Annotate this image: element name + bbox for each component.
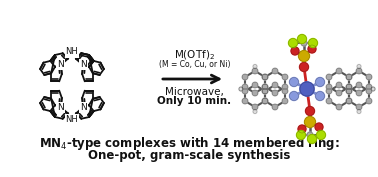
Circle shape (252, 68, 258, 74)
Circle shape (299, 50, 310, 61)
Circle shape (366, 98, 372, 104)
Circle shape (326, 98, 332, 104)
Circle shape (242, 88, 248, 94)
Text: N: N (57, 103, 64, 112)
Circle shape (290, 92, 299, 101)
Circle shape (326, 84, 332, 90)
Circle shape (346, 84, 352, 90)
Circle shape (305, 107, 314, 116)
Circle shape (308, 39, 318, 47)
Text: Microwave,: Microwave, (165, 87, 224, 97)
Circle shape (298, 125, 306, 133)
Circle shape (316, 78, 324, 87)
Text: N: N (80, 103, 87, 112)
Circle shape (307, 132, 313, 138)
Circle shape (299, 62, 308, 72)
Text: N: N (80, 60, 87, 69)
Circle shape (366, 88, 372, 94)
Circle shape (272, 104, 278, 110)
Text: One-pot, gram-scale synthesis: One-pot, gram-scale synthesis (88, 149, 290, 161)
Circle shape (356, 82, 362, 88)
Circle shape (305, 116, 316, 127)
Circle shape (272, 68, 278, 74)
Circle shape (307, 135, 316, 144)
Circle shape (371, 87, 375, 91)
Text: MN$_4$-type complexes with 14 membered ring:: MN$_4$-type complexes with 14 membered r… (39, 136, 339, 153)
Circle shape (262, 84, 268, 90)
Circle shape (336, 68, 342, 74)
Circle shape (262, 98, 268, 104)
Circle shape (262, 88, 268, 94)
Circle shape (346, 98, 352, 104)
Circle shape (262, 74, 268, 80)
Text: NH: NH (66, 47, 78, 56)
Circle shape (300, 82, 314, 96)
Circle shape (357, 64, 361, 68)
Circle shape (282, 98, 288, 104)
Circle shape (346, 74, 352, 80)
Circle shape (282, 74, 288, 80)
Circle shape (336, 82, 342, 88)
Circle shape (356, 104, 362, 110)
Circle shape (346, 88, 352, 94)
Circle shape (308, 45, 316, 53)
Circle shape (346, 84, 352, 90)
Circle shape (315, 123, 323, 131)
Circle shape (262, 88, 268, 94)
Circle shape (252, 90, 258, 96)
Circle shape (346, 88, 352, 94)
Circle shape (290, 78, 299, 87)
Circle shape (272, 90, 278, 96)
Circle shape (346, 98, 352, 104)
Circle shape (282, 84, 288, 90)
Text: Only 10 min.: Only 10 min. (158, 96, 232, 106)
Text: N: N (57, 60, 64, 69)
Circle shape (357, 110, 361, 113)
Circle shape (262, 84, 268, 90)
Circle shape (366, 74, 372, 80)
Circle shape (336, 104, 342, 110)
Circle shape (252, 82, 258, 88)
Circle shape (288, 39, 297, 47)
Circle shape (297, 35, 307, 44)
Circle shape (326, 88, 332, 94)
Circle shape (242, 84, 248, 90)
Circle shape (282, 88, 288, 94)
Text: (M = Co, Cu, or Ni): (M = Co, Cu, or Ni) (159, 59, 230, 68)
Circle shape (356, 68, 362, 74)
Circle shape (291, 47, 299, 55)
Text: M(OTf)$_2$: M(OTf)$_2$ (174, 48, 215, 62)
Circle shape (253, 64, 257, 68)
Circle shape (296, 130, 305, 139)
Circle shape (371, 87, 375, 91)
Circle shape (262, 98, 268, 104)
Text: NH: NH (66, 116, 78, 124)
Circle shape (356, 90, 362, 96)
Circle shape (316, 92, 324, 101)
Circle shape (326, 74, 332, 80)
Circle shape (242, 74, 248, 80)
Circle shape (301, 40, 307, 46)
Circle shape (253, 110, 257, 113)
Circle shape (366, 84, 372, 90)
Circle shape (346, 74, 352, 80)
Circle shape (272, 82, 278, 88)
Circle shape (300, 82, 314, 96)
Circle shape (239, 87, 243, 91)
Circle shape (336, 90, 342, 96)
Circle shape (252, 104, 258, 110)
Circle shape (239, 87, 243, 91)
Circle shape (242, 98, 248, 104)
Circle shape (316, 130, 325, 139)
Circle shape (262, 74, 268, 80)
